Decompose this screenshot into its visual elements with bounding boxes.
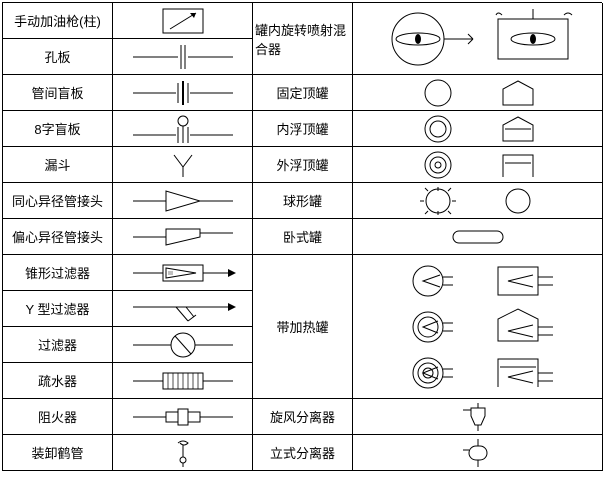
label-spherical-tank: 球形罐 [253,183,353,219]
symbol-horizontal-tank [353,219,603,255]
label-funnel: 漏斗 [3,147,113,183]
label-fixed-roof-tank: 固定顶罐 [253,75,353,111]
symbol-heated-tank [353,255,603,399]
label-y-filter: Y 型过滤器 [3,291,113,327]
symbol-y-filter [113,291,253,327]
label-eccentric-reducer: 偏心异径管接头 [3,219,113,255]
label-heated-tank: 带加热罐 [253,255,353,399]
symbol-rotary-jet-mixer [353,3,603,75]
label-orifice-plate: 孔板 [3,39,113,75]
symbol-filter [113,327,253,363]
symbol-external-float-tank [353,147,603,183]
symbol-flame-arrester [113,399,253,435]
symbol-manual-fuel-gun [113,3,253,39]
symbol-internal-float-tank [353,111,603,147]
label-horizontal-tank: 卧式罐 [253,219,353,255]
symbol-concentric-reducer [113,183,253,219]
label-vertical-separator: 立式分离器 [253,435,353,471]
symbol-pipe-blind [113,75,253,111]
symbol-legend-table: 手动加油枪(柱) 罐内旋转喷射混合器 孔板 [2,2,602,471]
symbol-loading-arm [113,435,253,471]
label-steam-trap: 疏水器 [3,363,113,399]
label-flame-arrester: 阻火器 [3,399,113,435]
label-figure8-blind: 8字盲板 [3,111,113,147]
symbol-spherical-tank [353,183,603,219]
label-cone-filter: 锥形过滤器 [3,255,113,291]
symbol-vertical-separator [353,435,603,471]
label-concentric-reducer: 同心异径管接头 [3,183,113,219]
symbol-figure8-blind [113,111,253,147]
symbol-cone-filter [113,255,253,291]
label-cyclone-separator: 旋风分离器 [253,399,353,435]
label-pipe-blind: 管间盲板 [3,75,113,111]
label-manual-fuel-gun: 手动加油枪(柱) [3,3,113,39]
label-loading-arm: 装卸鹤管 [3,435,113,471]
symbol-steam-trap [113,363,253,399]
symbol-funnel [113,147,253,183]
symbol-cyclone-separator [353,399,603,435]
symbol-eccentric-reducer [113,219,253,255]
label-internal-float-tank: 内浮顶罐 [253,111,353,147]
label-external-float-tank: 外浮顶罐 [253,147,353,183]
symbol-orifice-plate [113,39,253,75]
symbol-fixed-roof-tank [353,75,603,111]
label-filter: 过滤器 [3,327,113,363]
label-rotary-jet-mixer: 罐内旋转喷射混合器 [253,3,353,75]
